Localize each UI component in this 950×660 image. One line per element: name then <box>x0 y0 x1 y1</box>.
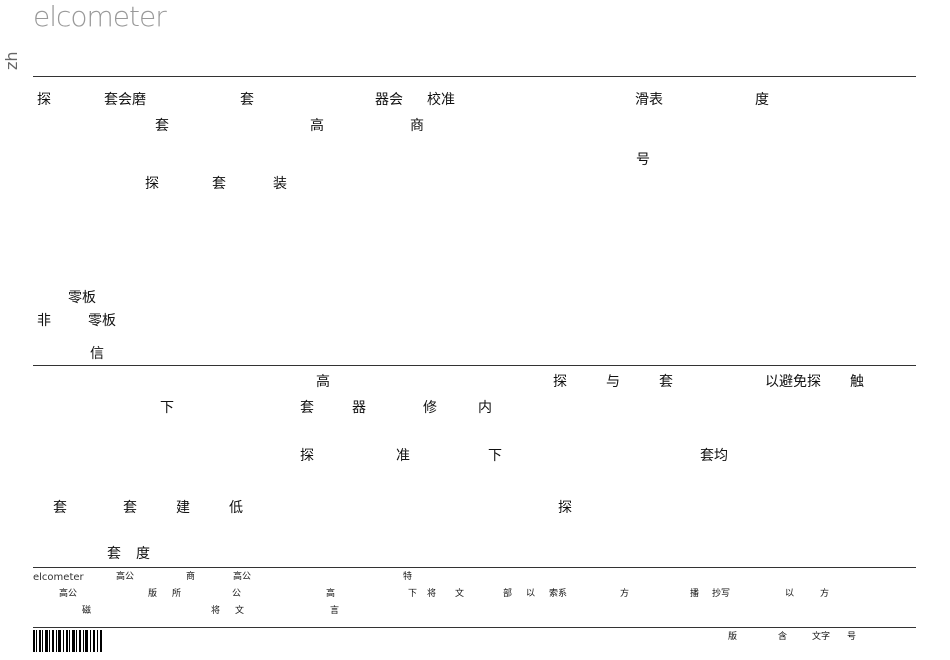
body-text: 零板 <box>88 313 116 329</box>
body-text: 套 <box>240 92 254 108</box>
body-text: 高 <box>316 374 330 390</box>
footer-text: 含 <box>778 632 788 642</box>
body-text: 套 <box>107 546 121 562</box>
footer-text: 索系 <box>549 589 568 599</box>
footer-text: 文 <box>455 589 465 599</box>
body-text: 探 <box>558 500 572 516</box>
body-text: 商 <box>410 118 424 134</box>
footer-text: 高公 <box>116 572 135 582</box>
footer-text: 文 <box>235 606 245 616</box>
footer-logo: elcometer <box>33 572 84 583</box>
body-text: 探 <box>553 374 567 390</box>
body-text: 下 <box>160 400 174 416</box>
footer-text: 版 <box>728 632 738 642</box>
footer-text: 言 <box>330 606 340 616</box>
logo: elcometer <box>33 0 167 33</box>
body-text: 度 <box>136 546 150 562</box>
body-text: 低 <box>229 500 243 516</box>
body-text: 与 <box>606 374 620 390</box>
body-text: 信 <box>90 346 104 362</box>
body-text: 探 <box>145 176 159 192</box>
body-text: 探 <box>37 92 51 108</box>
body-text: 套均 <box>700 448 728 464</box>
footer-text: 播 <box>690 589 700 599</box>
body-text: 准 <box>396 448 410 464</box>
footer-text: 以 <box>785 589 795 599</box>
body-text: 号 <box>636 152 650 168</box>
body-text: 修 <box>423 400 437 416</box>
footer-text: 将 <box>427 589 437 599</box>
body-text: 探 <box>300 448 314 464</box>
footer-text: 特 <box>403 572 413 582</box>
footer-text: 高 <box>326 589 336 599</box>
body-text: 套 <box>212 176 226 192</box>
footer-text: 将 <box>211 606 221 616</box>
footer-text: 下 <box>408 589 418 599</box>
language-code: zh <box>2 51 21 70</box>
body-text: 装 <box>273 176 287 192</box>
footer-text: 抄写 <box>712 589 731 599</box>
footer-text: 所 <box>172 589 182 599</box>
footer-text: 磁 <box>82 606 92 616</box>
footer-text: 公 <box>232 589 242 599</box>
body-text: 套 <box>155 118 169 134</box>
footer-text: 方 <box>620 589 630 599</box>
body-text: 以避免探 <box>765 374 821 390</box>
body-text: 触 <box>850 374 864 390</box>
body-text: 度 <box>755 92 769 108</box>
body-text: 器 <box>352 400 366 416</box>
body-text: 套 <box>123 500 137 516</box>
body-text: 套 <box>659 374 673 390</box>
body-text: 高 <box>310 118 324 134</box>
footer-text: 号 <box>847 632 857 642</box>
body-text: 内 <box>478 400 492 416</box>
divider <box>33 627 916 628</box>
body-text: 套会磨 <box>104 92 146 108</box>
body-text: 套 <box>300 400 314 416</box>
footer-text: 文字 <box>812 632 831 642</box>
body-text: 滑表 <box>635 92 663 108</box>
body-text: 非 <box>37 313 51 329</box>
footer-text: 方 <box>820 589 830 599</box>
body-text: 零板 <box>68 290 96 306</box>
body-text: 下 <box>488 448 502 464</box>
body-text: 校准 <box>427 92 455 108</box>
body-text: 建 <box>176 500 190 516</box>
footer-text: 版 <box>148 589 158 599</box>
body-text: 套 <box>53 500 67 516</box>
footer-text: 以 <box>526 589 536 599</box>
footer-text: 高公 <box>233 572 252 582</box>
barcode <box>33 630 102 652</box>
divider <box>33 76 916 77</box>
footer-text: 部 <box>503 589 513 599</box>
body-text: 器会 <box>375 92 403 108</box>
footer-text: 商 <box>186 572 196 582</box>
divider <box>33 365 916 366</box>
footer-text: 高公 <box>59 589 78 599</box>
divider <box>33 567 916 568</box>
